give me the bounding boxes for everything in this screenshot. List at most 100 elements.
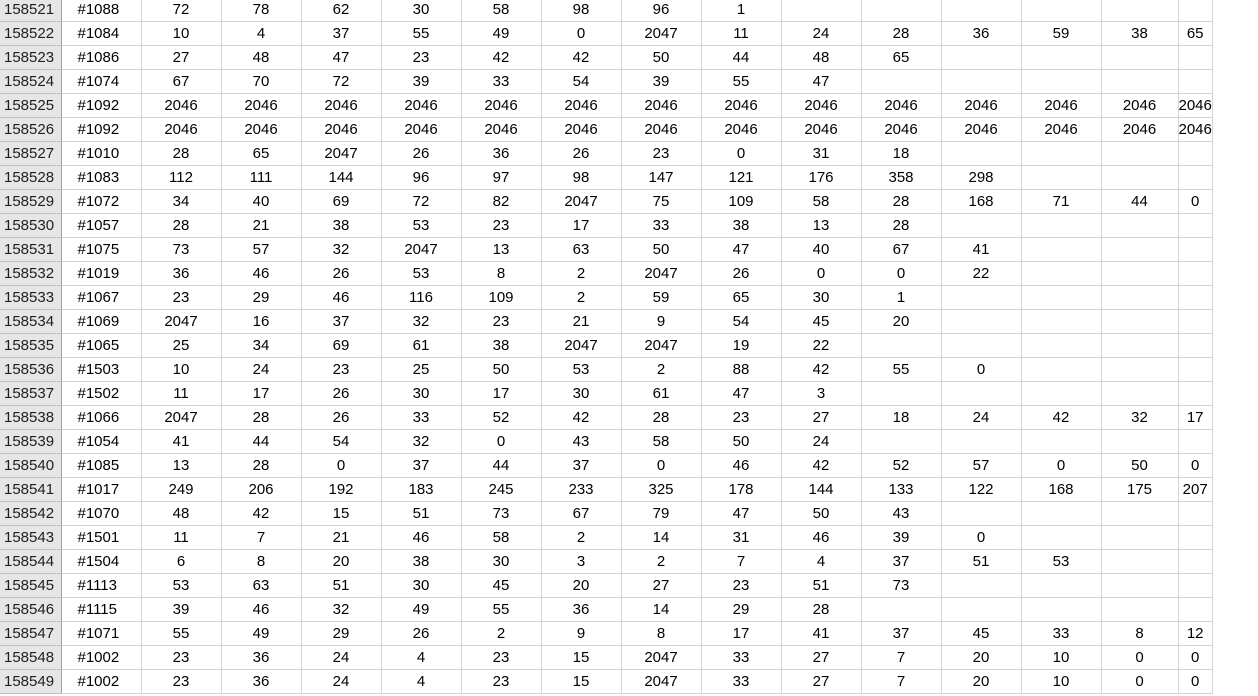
value-cell[interactable]: 73 (461, 501, 542, 526)
value-cell[interactable]: 37 (861, 621, 942, 646)
value-cell[interactable]: 116 (381, 285, 462, 310)
id-cell[interactable]: #1002 (61, 645, 142, 670)
value-cell[interactable] (1021, 381, 1102, 406)
value-cell[interactable]: 55 (861, 357, 942, 382)
value-cell[interactable]: 23 (461, 645, 542, 670)
value-cell[interactable]: 33 (701, 669, 782, 694)
value-cell[interactable]: 29 (301, 621, 382, 646)
value-cell[interactable] (1021, 501, 1102, 526)
value-cell[interactable] (1101, 165, 1179, 190)
value-cell[interactable]: 24 (781, 21, 862, 46)
value-cell[interactable]: 32 (301, 597, 382, 622)
row-header[interactable]: 158545 (0, 573, 62, 598)
value-cell[interactable]: 54 (701, 309, 782, 334)
value-cell[interactable]: 22 (941, 261, 1022, 286)
value-cell[interactable]: 37 (301, 21, 382, 46)
value-cell[interactable]: 34 (141, 189, 222, 214)
value-cell[interactable] (861, 0, 942, 22)
value-cell[interactable] (1178, 381, 1213, 406)
value-cell[interactable]: 97 (461, 165, 542, 190)
value-cell[interactable] (1178, 69, 1213, 94)
value-cell[interactable]: 30 (381, 0, 462, 22)
value-cell[interactable]: 20 (301, 549, 382, 574)
value-cell[interactable]: 7 (861, 669, 942, 694)
value-cell[interactable]: 0 (941, 525, 1022, 550)
value-cell[interactable]: 144 (301, 165, 382, 190)
row-header[interactable]: 158542 (0, 501, 62, 526)
value-cell[interactable]: 57 (221, 237, 302, 262)
value-cell[interactable] (941, 429, 1022, 454)
id-cell[interactable]: #1085 (61, 453, 142, 478)
value-cell[interactable]: 2046 (701, 117, 782, 142)
value-cell[interactable]: 0 (621, 453, 702, 478)
row-header[interactable]: 158541 (0, 477, 62, 502)
value-cell[interactable]: 44 (1101, 189, 1179, 214)
value-cell[interactable]: 32 (1101, 405, 1179, 430)
value-cell[interactable]: 27 (781, 669, 862, 694)
value-cell[interactable]: 2047 (381, 237, 462, 262)
value-cell[interactable]: 2 (541, 285, 622, 310)
value-cell[interactable]: 26 (381, 621, 462, 646)
value-cell[interactable] (941, 333, 1022, 358)
value-cell[interactable]: 24 (301, 645, 382, 670)
value-cell[interactable] (1178, 261, 1213, 286)
id-cell[interactable]: #1065 (61, 333, 142, 358)
value-cell[interactable]: 67 (141, 69, 222, 94)
value-cell[interactable]: 32 (381, 309, 462, 334)
value-cell[interactable]: 55 (461, 597, 542, 622)
value-cell[interactable]: 51 (941, 549, 1022, 574)
value-cell[interactable] (781, 0, 862, 22)
value-cell[interactable]: 2046 (541, 117, 622, 142)
value-cell[interactable]: 8 (1101, 621, 1179, 646)
value-cell[interactable] (1101, 285, 1179, 310)
value-cell[interactable] (941, 69, 1022, 94)
row-header[interactable]: 158533 (0, 285, 62, 310)
value-cell[interactable]: 58 (461, 525, 542, 550)
value-cell[interactable]: 28 (861, 213, 942, 238)
value-cell[interactable]: 10 (141, 21, 222, 46)
value-cell[interactable]: 15 (541, 669, 622, 694)
value-cell[interactable]: 69 (301, 333, 382, 358)
value-cell[interactable]: 33 (1021, 621, 1102, 646)
value-cell[interactable] (1178, 333, 1213, 358)
value-cell[interactable]: 31 (781, 141, 862, 166)
value-cell[interactable] (1178, 309, 1213, 334)
value-cell[interactable]: 192 (301, 477, 382, 502)
value-cell[interactable]: 8 (461, 261, 542, 286)
value-cell[interactable]: 73 (141, 237, 222, 262)
row-header[interactable]: 158538 (0, 405, 62, 430)
row-header[interactable]: 158535 (0, 333, 62, 358)
value-cell[interactable]: 55 (701, 69, 782, 94)
value-cell[interactable] (1021, 237, 1102, 262)
value-cell[interactable]: 58 (621, 429, 702, 454)
value-cell[interactable]: 57 (941, 453, 1022, 478)
value-cell[interactable]: 28 (781, 597, 862, 622)
value-cell[interactable]: 98 (541, 0, 622, 22)
value-cell[interactable] (1178, 213, 1213, 238)
value-cell[interactable]: 0 (1178, 669, 1213, 694)
value-cell[interactable]: 44 (221, 429, 302, 454)
value-cell[interactable]: 52 (461, 405, 542, 430)
value-cell[interactable]: 23 (141, 285, 222, 310)
value-cell[interactable]: 23 (701, 573, 782, 598)
value-cell[interactable]: 2047 (621, 669, 702, 694)
value-cell[interactable]: 50 (461, 357, 542, 382)
value-cell[interactable] (1021, 573, 1102, 598)
value-cell[interactable]: 2046 (781, 117, 862, 142)
value-cell[interactable]: 46 (221, 261, 302, 286)
value-cell[interactable]: 26 (541, 141, 622, 166)
value-cell[interactable] (1021, 141, 1102, 166)
value-cell[interactable]: 43 (861, 501, 942, 526)
value-cell[interactable] (861, 69, 942, 94)
row-header[interactable]: 158537 (0, 381, 62, 406)
value-cell[interactable]: 42 (221, 501, 302, 526)
value-cell[interactable]: 2046 (141, 93, 222, 118)
value-cell[interactable] (1101, 357, 1179, 382)
value-cell[interactable]: 75 (621, 189, 702, 214)
value-cell[interactable]: 41 (941, 237, 1022, 262)
value-cell[interactable]: 10 (141, 357, 222, 382)
value-cell[interactable]: 63 (541, 237, 622, 262)
value-cell[interactable] (941, 501, 1022, 526)
value-cell[interactable]: 0 (941, 357, 1022, 382)
value-cell[interactable]: 4 (381, 669, 462, 694)
